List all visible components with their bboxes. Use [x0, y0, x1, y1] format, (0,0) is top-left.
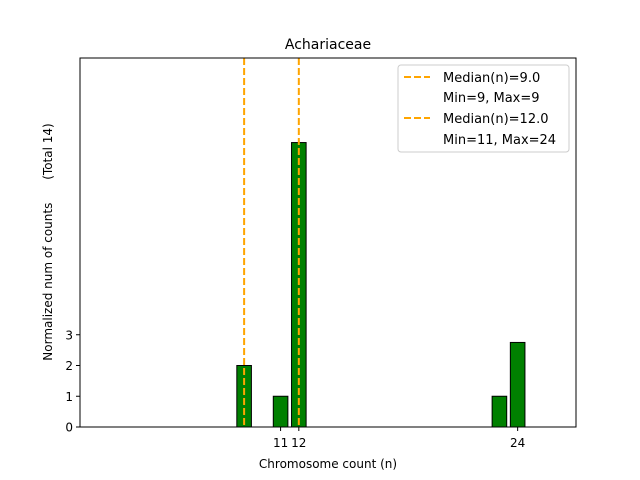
x-tick-label-11: 11	[273, 436, 288, 450]
legend-frame	[397, 64, 570, 153]
y-axis-ticks: 0 1 2 3	[65, 328, 80, 435]
bar-23-a	[491, 395, 508, 428]
x-tick-label-24: 24	[510, 436, 525, 450]
legend-entry-1-range: Min=9, Max=9	[443, 91, 540, 106]
x-tick-label-12: 12	[291, 436, 306, 450]
x-axis-label: Chromosome count (n)	[259, 457, 397, 471]
bar-11	[272, 395, 289, 428]
chart-title: Achariaceae	[285, 37, 371, 53]
legend-entry-1-label: Median(n)=9.0	[443, 71, 540, 86]
y-tick-label-1: 1	[65, 390, 73, 404]
y-tick-label-0: 0	[65, 421, 73, 435]
y-tick-label-3: 3	[65, 328, 73, 342]
y-tick-label-2: 2	[65, 359, 73, 373]
plot-area-frame	[79, 57, 577, 428]
median-lines-layer	[243, 58, 300, 427]
legend-entry-2-range: Min=11, Max=24	[443, 133, 556, 148]
y-axis-label: Normalized num of counts (Total 14)	[41, 123, 55, 360]
x-axis-ticks: 11 12 24	[273, 427, 525, 450]
legend-entry-2-label: Median(n)=12.0	[443, 112, 549, 127]
legend: Median(n)=9.0 Min=9, Max=9 Median(n)=12.…	[397, 64, 570, 153]
bar-24	[509, 341, 526, 428]
